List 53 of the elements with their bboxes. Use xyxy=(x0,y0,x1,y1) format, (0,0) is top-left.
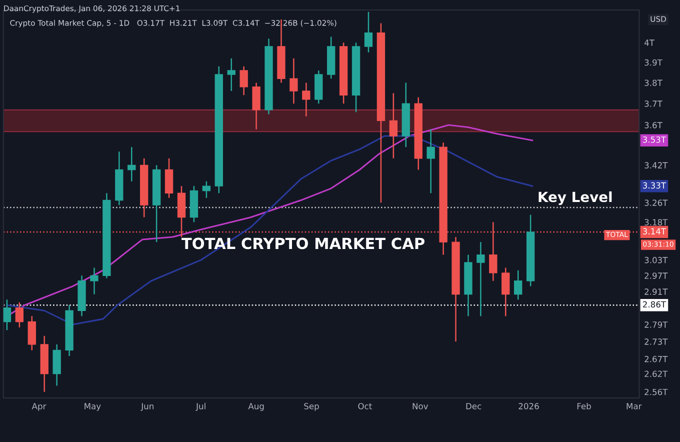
candlestick xyxy=(476,241,485,317)
y-tick-label: 2.79T xyxy=(644,322,668,328)
x-tick-label: Sep xyxy=(304,403,319,411)
candlestick xyxy=(389,92,398,159)
y-tick-label: 3.18T xyxy=(644,219,668,226)
candlestick xyxy=(15,302,24,328)
x-tick-label: Oct xyxy=(358,403,372,410)
candlestick xyxy=(502,267,510,317)
candlestick xyxy=(364,11,373,54)
x-tick-label: Apr xyxy=(32,403,46,411)
candlestick xyxy=(3,299,12,331)
x-tick-label: Nov xyxy=(412,403,428,410)
text: 3.33T xyxy=(643,182,666,189)
candlestick xyxy=(28,316,36,351)
candlestick xyxy=(252,82,260,130)
candlestick xyxy=(202,180,211,199)
y-tick-label: 3.03T xyxy=(644,256,668,264)
y-tick-label: 3.7T xyxy=(644,100,662,107)
annotation: Key Level xyxy=(538,191,612,205)
candlestick xyxy=(240,66,248,96)
y-tick-label: 2.67T xyxy=(644,356,668,362)
y-tick-label: 3.8T xyxy=(644,80,662,86)
candlestick xyxy=(52,344,61,386)
x-tick-label: May xyxy=(84,403,101,411)
y-tick-label: 2.56T xyxy=(644,388,668,396)
y-tick-label: 4T xyxy=(644,40,654,46)
y-tick-label: 3.9T xyxy=(644,59,662,66)
candlestick xyxy=(90,267,98,295)
candlestick xyxy=(128,146,136,182)
y-tick-label: 2.62T xyxy=(644,370,668,378)
candlestick xyxy=(426,128,435,194)
x-tick-label: Feb xyxy=(577,402,591,410)
y-tick-label: 2.97T xyxy=(644,272,668,279)
x-tick-label: Mar xyxy=(626,403,642,410)
ref-line-label: 2.86T xyxy=(642,301,666,308)
annotation: TOTAL CRYPTO MARKET CAP xyxy=(182,238,424,250)
candlestick xyxy=(514,270,522,300)
candlestick xyxy=(227,58,236,92)
x-tick-label: Dec xyxy=(466,403,482,410)
y-tick-label: 2.91T xyxy=(644,288,668,295)
x-tick-label: 2026 xyxy=(518,403,539,410)
candlestick xyxy=(164,158,174,199)
y-tick-label: 2.73T xyxy=(644,338,668,345)
text: 3.53T xyxy=(643,136,666,143)
y-tick-label: 3.42T xyxy=(644,162,668,168)
x-tick-label: Aug xyxy=(248,403,264,411)
x-tick-label: Jul xyxy=(196,402,206,411)
y-tick-label: 3.6T xyxy=(644,122,662,128)
ref-line-label: 3.14T xyxy=(643,228,666,234)
candlestick xyxy=(290,58,298,104)
candlestick xyxy=(302,82,310,118)
x-tick-label: Jun xyxy=(140,403,154,411)
y-tick-label: 3.26T xyxy=(644,200,668,206)
